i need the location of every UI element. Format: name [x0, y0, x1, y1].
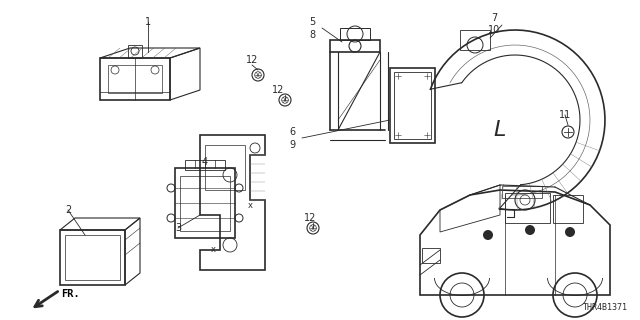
Text: 12: 12: [272, 85, 284, 95]
Circle shape: [483, 230, 493, 240]
Bar: [460, 30, 490, 50]
Text: FR.: FR.: [61, 289, 79, 299]
Bar: [175, 168, 235, 238]
Text: 8: 8: [309, 30, 315, 40]
Text: 7: 7: [491, 13, 497, 23]
Bar: [205, 145, 245, 190]
Text: 12: 12: [246, 55, 258, 65]
Text: x: x: [211, 245, 216, 254]
Text: THR4B1371: THR4B1371: [583, 303, 628, 312]
Text: 3: 3: [175, 223, 181, 233]
Bar: [340, 28, 370, 40]
Bar: [502, 186, 542, 198]
Bar: [60, 230, 125, 285]
Text: 6: 6: [289, 127, 295, 137]
Text: 4: 4: [202, 157, 208, 167]
Bar: [100, 58, 170, 100]
Bar: [390, 68, 435, 143]
Bar: [180, 176, 230, 231]
Text: 2: 2: [65, 205, 71, 215]
Text: x: x: [248, 201, 253, 210]
Bar: [394, 72, 431, 139]
Text: 5: 5: [309, 17, 315, 27]
Bar: [108, 65, 162, 93]
Bar: [330, 40, 380, 52]
Bar: [422, 248, 440, 263]
Text: 11: 11: [559, 110, 571, 120]
Text: 9: 9: [289, 140, 295, 150]
Bar: [553, 195, 583, 223]
Circle shape: [565, 227, 575, 237]
Text: 10: 10: [488, 25, 500, 35]
Bar: [505, 193, 550, 223]
Text: 1: 1: [145, 17, 151, 27]
Text: L: L: [494, 120, 506, 140]
Bar: [128, 45, 142, 58]
Bar: [185, 160, 225, 170]
Bar: [65, 235, 120, 280]
Text: 12: 12: [304, 213, 316, 223]
Circle shape: [525, 225, 535, 235]
